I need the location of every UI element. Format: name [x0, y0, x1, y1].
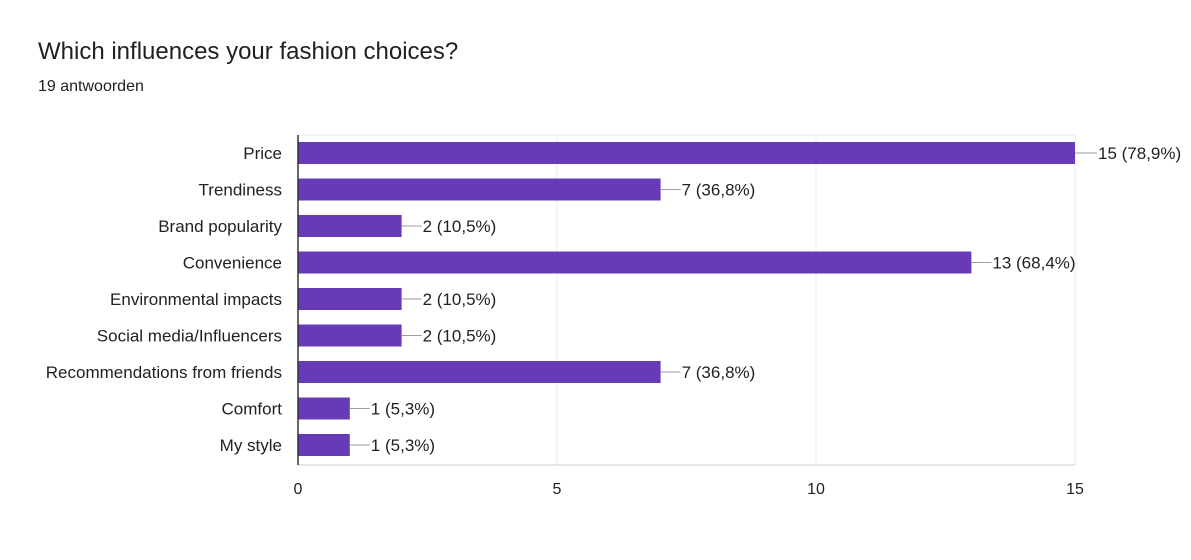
data-label: 2 (10,5%)	[423, 217, 497, 236]
x-tick-label: 15	[1066, 481, 1084, 498]
x-tick-label: 5	[553, 481, 562, 498]
bar	[298, 397, 350, 420]
data-label: 1 (5,3%)	[371, 436, 435, 455]
data-label: 2 (10,5%)	[423, 327, 497, 346]
bar	[298, 215, 402, 237]
data-label: 15 (78,9%)	[1098, 144, 1181, 163]
x-tick-label: 0	[294, 481, 303, 498]
chart-title: Which influences your fashion choices?	[38, 38, 459, 65]
category-label: Environmental impacts	[110, 290, 282, 309]
data-label: 1 (5,3%)	[371, 400, 435, 419]
bar	[298, 434, 350, 456]
bar	[298, 251, 972, 274]
category-label: Price	[243, 144, 282, 163]
category-label: Recommendations from friends	[46, 363, 282, 382]
category-label: My style	[220, 436, 282, 455]
category-label: Trendiness	[199, 181, 282, 200]
category-label: Brand popularity	[158, 217, 282, 236]
data-label: 2 (10,5%)	[423, 290, 497, 309]
data-label: 7 (36,8%)	[682, 363, 756, 382]
bar	[298, 142, 1075, 164]
bar	[298, 178, 661, 201]
category-label: Convenience	[183, 254, 282, 273]
bar	[298, 324, 402, 347]
bar	[298, 361, 661, 383]
category-label: Social media/Influencers	[97, 327, 282, 346]
bar	[298, 288, 402, 310]
data-label: 13 (68,4%)	[992, 254, 1075, 273]
x-tick-label: 10	[807, 481, 825, 498]
data-label: 7 (36,8%)	[682, 181, 756, 200]
category-label: Comfort	[222, 400, 283, 419]
response-count: 19 antwoorden	[38, 78, 144, 95]
